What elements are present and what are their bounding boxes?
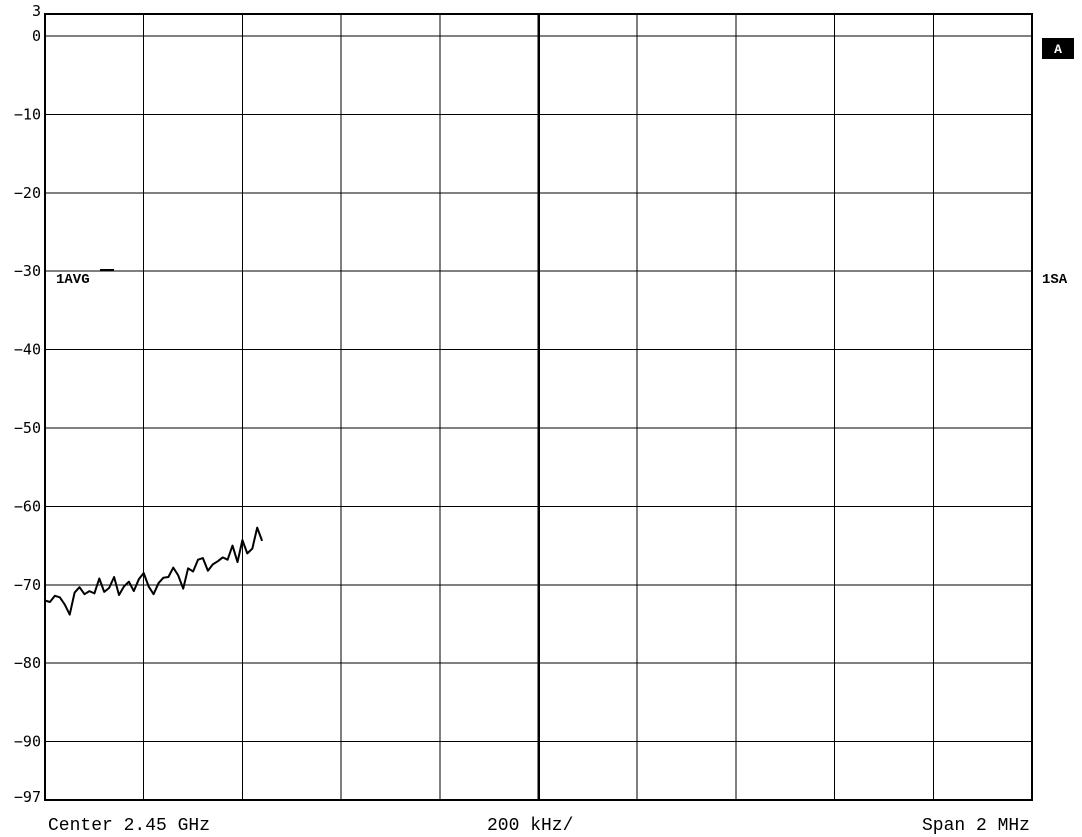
span-label: Span 2 MHz [922,816,1030,836]
per-division-label: 200 kHz/ [487,816,573,836]
trace-label: 1AVG [56,272,90,288]
y-tick-label: −50 [14,419,41,437]
y-tick-label: −10 [14,105,41,123]
trace-badge-label: A [1054,42,1062,57]
plot-frame [44,13,1033,801]
y-tick-label: −90 [14,733,41,751]
trace-badge [1042,38,1074,59]
y-tick-label: 3 [32,2,41,20]
y-tick-label: −97 [14,788,41,806]
right-marker-label: 1SA [1042,272,1068,288]
y-axis-ticks: 3 0 −10 −20 −30 −40 −50 −60 −70 −80 −90 −97 [14,2,41,806]
center-frequency-label: Center 2.45 GHz [48,816,210,836]
y-tick-label: −40 [14,341,41,359]
reference-level-tick [100,269,114,271]
grid [44,13,1033,801]
trace-line [44,526,264,616]
y-tick-label: −20 [14,184,41,202]
y-tick-label: 0 [32,27,41,45]
y-tick-label: −80 [14,654,41,672]
y-tick-label: −70 [14,576,41,594]
y-tick-label: −60 [14,497,41,515]
y-tick-label: −30 [14,262,41,280]
